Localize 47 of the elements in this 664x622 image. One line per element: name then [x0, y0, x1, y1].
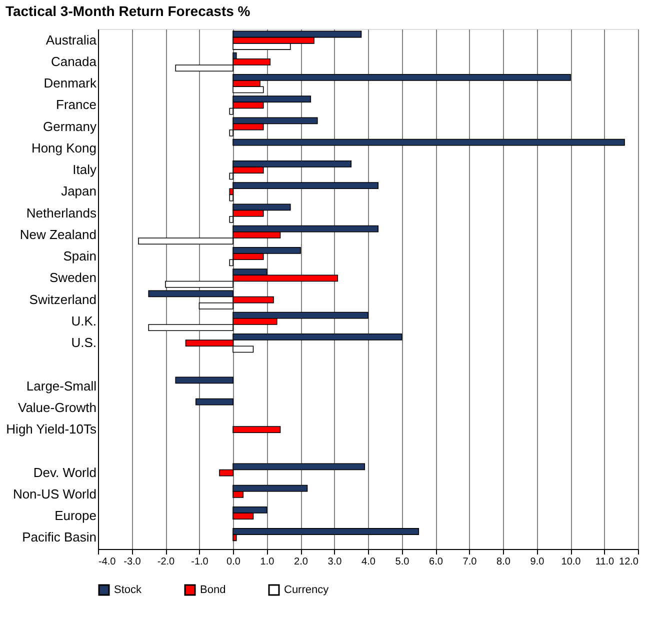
bar [175, 376, 234, 384]
x-tick-label: 1.0 [260, 556, 275, 568]
y-tick-label: Netherlands [26, 205, 97, 220]
y-tick-label: Non-US World [12, 486, 96, 502]
y-tick-label: High Yield-10Ts [6, 422, 97, 437]
y-tick-label: Canada [50, 54, 98, 69]
y-tick-label: U.S. [71, 335, 96, 350]
y-tick-label: Pacific Basin [22, 530, 96, 545]
x-tick-label: 9.0 [530, 556, 545, 568]
y-tick-label: France [56, 97, 96, 112]
y-tick-label: Switzerland [29, 292, 96, 307]
x-tick-label: 0.0 [226, 556, 241, 568]
x-tick-label: 2.0 [294, 556, 308, 568]
x-tick-label: 3.0 [328, 556, 342, 568]
y-tick-label: Large-Small [26, 378, 97, 394]
x-tick-label: -2.0 [157, 556, 176, 568]
x-tick-label: 5.0 [395, 556, 410, 568]
bar [232, 426, 281, 434]
y-tick-label: Dev. World [33, 464, 96, 480]
y-tick-label: Denmark [44, 76, 97, 91]
y-tick-label: Germany [43, 118, 97, 134]
y-tick-label: Spain [63, 248, 96, 264]
legend-label: Stock [114, 584, 142, 596]
y-tick-label: New Zealand [20, 226, 96, 242]
x-tick-label: 7.0 [462, 556, 478, 568]
x-tick-label: 12.0 [619, 556, 639, 568]
x-tick-label: 8.0 [496, 556, 511, 568]
y-tick-label: Australia [46, 32, 98, 48]
y-tick-label: Italy [72, 162, 97, 178]
bar [195, 398, 234, 406]
x-tick-label: -1.0 [191, 556, 209, 568]
y-tick-label: Europe [54, 508, 96, 524]
legend-label: Currency [284, 584, 330, 596]
bar [232, 138, 625, 146]
chart-title: Tactical 3-Month Return Forecasts % [5, 3, 251, 19]
y-tick-label: U.K. [71, 313, 96, 328]
y-tick-label: Sweden [50, 270, 96, 286]
y-tick-label: Hong Kong [31, 140, 96, 156]
y-tick-label: Value-Growth [18, 400, 96, 415]
x-tick-label: 11.0 [595, 556, 615, 568]
x-tick-label: 4.0 [362, 556, 376, 568]
x-tick-label: 10.0 [561, 556, 582, 568]
legend-label: Bond [200, 584, 226, 596]
x-tick-label: -4.0 [98, 556, 116, 568]
y-tick-label: Japan [61, 184, 96, 199]
x-tick-label: 6.0 [429, 556, 444, 568]
x-tick-label: -3.0 [124, 556, 142, 568]
